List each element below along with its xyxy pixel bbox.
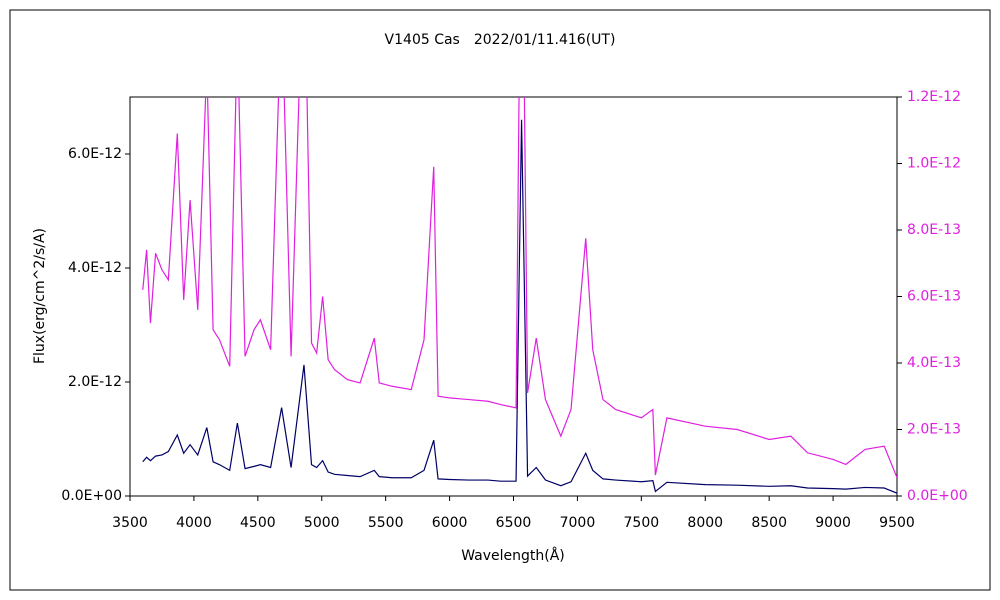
- x-tick-label: 5000: [304, 515, 340, 531]
- y-axis-label: Flux(erg/cm^2/s/A): [32, 228, 48, 364]
- plot-lines: [142, 97, 897, 494]
- y-tick-label: 2.0E-12: [68, 374, 122, 390]
- y2-tick-label: 4.0E-13: [907, 355, 961, 371]
- x-axis-label: Wavelength(Å): [461, 547, 565, 564]
- y2-tick-label: 1.0E-12: [907, 156, 961, 172]
- y2-tick-label: 0.0E+00: [907, 488, 968, 504]
- x-tick-label: 4500: [240, 515, 276, 531]
- y-tick-label: 4.0E-12: [68, 260, 122, 276]
- y2-tick-label: 6.0E-13: [907, 289, 961, 305]
- spectrum-line: [142, 119, 897, 494]
- x-tick-label: 4000: [176, 515, 212, 531]
- y2-tick-label: 2.0E-13: [907, 422, 961, 438]
- x-tick-label: 7500: [624, 515, 660, 531]
- x-tick-label: 9500: [879, 515, 915, 531]
- chart-title: V1405 Cas 2022/01/11.416(UT): [385, 32, 616, 48]
- spectrum-line: [142, 97, 897, 478]
- y2-tick-label: 1.2E-12: [907, 89, 961, 105]
- y-tick-label: 0.0E+00: [61, 488, 122, 504]
- x-tick-label: 8000: [687, 515, 723, 531]
- y2-tick-label: 8.0E-13: [907, 222, 961, 238]
- x-tick-label: 5500: [368, 515, 404, 531]
- x-tick-label: 6000: [432, 515, 468, 531]
- chart-frame: [9, 9, 991, 591]
- x-tick-label: 8500: [751, 515, 787, 531]
- x-tick-label: 6500: [496, 515, 532, 531]
- x-tick-label: 7000: [560, 515, 596, 531]
- y-tick-label: 6.0E-12: [68, 146, 122, 162]
- x-tick-label: 3500: [112, 515, 148, 531]
- x-tick-label: 9000: [815, 515, 851, 531]
